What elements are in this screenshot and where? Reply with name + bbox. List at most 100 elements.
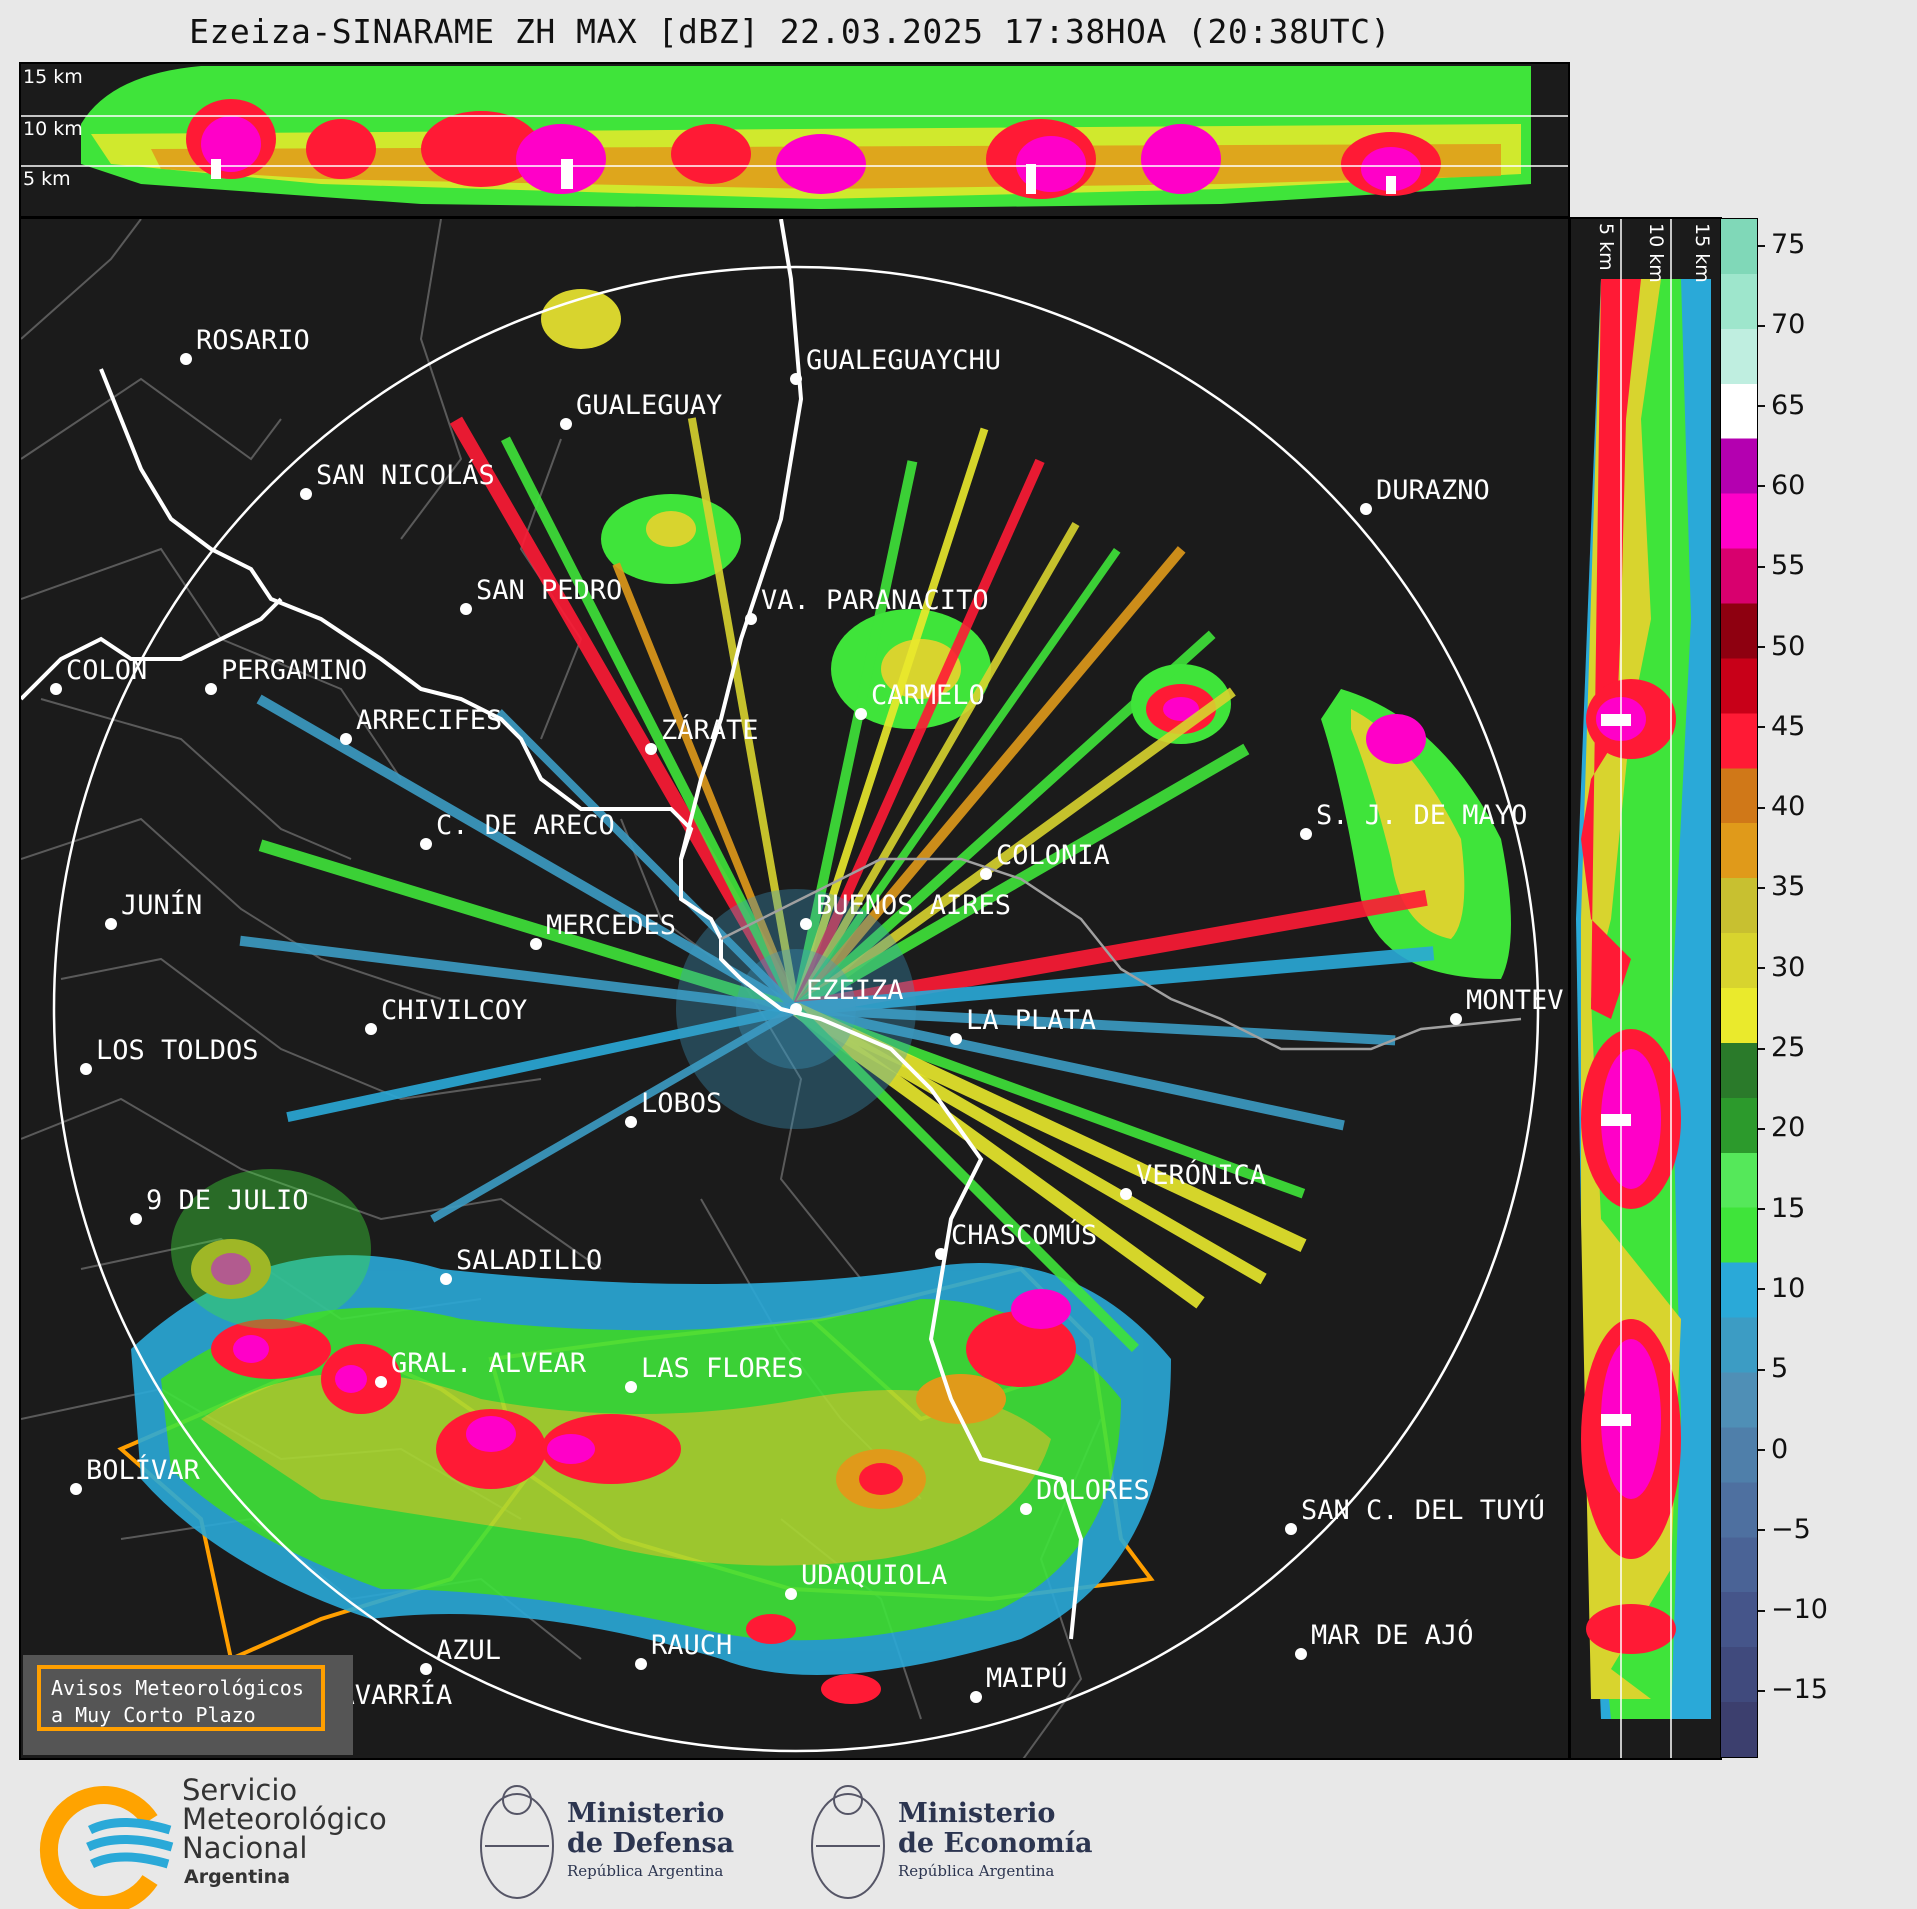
city-label: MERCEDES [546,910,676,941]
colorbar-tick: 20 [1758,1113,1805,1143]
city-lobos: LOBOS [625,1088,722,1128]
city-marker [340,733,352,745]
colorbar-tick-label: 25 [1771,1032,1806,1063]
city-label: GRAL. ALVEAR [391,1348,587,1379]
city-label: COLON [66,655,147,686]
city-san-c-del-tuyú: SAN C. DEL TUYÚ [1285,1494,1545,1535]
colorbar-tick-label: −10 [1771,1594,1828,1626]
city-label: AZUL [436,1635,501,1666]
city-label: VA. PARANACITO [761,585,989,616]
city-label: CARMELO [871,680,985,711]
city-marker [50,683,62,695]
city-san-nicolás: SAN NICOLÁS [300,459,495,500]
city-chivilcoy: CHIVILCOY [365,995,527,1035]
city-label: ZÁRATE [661,714,759,746]
radar-spokes [239,416,1435,1352]
city-marker [105,918,117,930]
city-marker [790,1003,802,1015]
city-azul: AZUL [420,1635,501,1675]
colorbar-tick: 30 [1758,951,1806,983]
city-label: MAIPÚ [986,1662,1067,1694]
city-arrecifes: ARRECIFES [340,705,502,745]
economia-line2: de Economía [898,1828,1093,1859]
radar-spoke [793,1002,1307,1253]
city-label: BUENOS AIRES [816,890,1011,921]
radar-spoke [791,460,918,1011]
colorbar-tick: 70 [1758,310,1805,340]
right-cross-section: 5 km 10 km 15 km [1569,217,1722,1760]
city-chascomús: CHASCOMÚS [935,1219,1097,1260]
colorbar-tick-label: 20 [1771,1112,1806,1144]
city-marker [980,868,992,880]
city-marker [205,683,217,695]
colorbar-tick: 65 [1758,389,1806,421]
colorbar-tick-label: 65 [1771,389,1806,421]
city-marker [70,1483,82,1495]
radar-spoke [258,839,798,1015]
colorbar-tick-label: 60 [1771,469,1806,501]
city-label: LOBOS [641,1088,722,1119]
radar-spoke [791,1003,1205,1309]
height-label-10km: 10 km [23,118,83,140]
defensa-line1: Ministerio [567,1798,725,1829]
city-label: CHIVILCOY [381,995,527,1026]
radar-spoke [430,1005,798,1223]
colorbar-tick: 75 [1758,230,1805,260]
city-label: ROSARIO [196,325,310,356]
city-marker [790,373,802,385]
colorbar-tick-label: 70 [1771,309,1806,341]
city-marker [130,1213,142,1225]
economia-line1: Ministerio [898,1798,1056,1829]
city-marker [785,1588,797,1600]
colorbar-tick: 50 [1758,631,1805,662]
city-dolores: DOLORES [1020,1475,1150,1515]
defensa-seal-icon [480,1785,554,1899]
city-marker [625,1116,637,1128]
city-marker [180,353,192,365]
city-label: DURAZNO [1376,475,1490,506]
radar-spoke [792,547,1121,1012]
city-label: SAN C. DEL TUYÚ [1301,1494,1545,1526]
city-marker [1020,1503,1032,1515]
top-cores [186,99,1441,199]
city-marker [420,838,432,850]
radar-spoke [612,562,800,1011]
footer-logos: Servicio Meteorológico Nacional Argentin… [0,1760,1917,1909]
city-label: MAR DE AJÓ [1311,1619,1474,1651]
colorbar-tick-label: 10 [1771,1272,1806,1304]
colorbar-tick: 5 [1758,1354,1788,1384]
radar-spoke [286,1004,798,1123]
radar-spoke [496,709,799,1012]
city-marker [460,603,472,615]
city-label: PERGAMINO [221,655,367,686]
city-s-j-de-mayo: S. J. DE MAYO [1300,800,1527,840]
radar-spoke [500,436,801,1012]
range-ring [52,265,1540,1753]
city-marker [1120,1188,1132,1200]
city-rauch: RAUCH [635,1630,732,1670]
city-marker [440,1273,452,1285]
city-label: RAUCH [651,1630,732,1661]
city-gualeguaychu: GUALEGUAYCHU [790,345,1001,385]
radar-spoke [794,1004,1306,1199]
colorbar-tick: 40 [1758,792,1805,822]
city-zárate: ZÁRATE [645,714,759,755]
vheight-label-5km: 5 km [1595,223,1617,271]
city-label: SAN PEDRO [476,575,622,606]
defensa-line3: República Argentina [567,1862,724,1880]
colorbar-tick-label: 0 [1771,1433,1789,1465]
colorbar-tick-label: 15 [1771,1192,1806,1224]
colorbar-tick-label: 30 [1771,951,1806,983]
city-label: ARRECIFES [356,705,502,736]
city-los-toldos: LOS TOLDOS [80,1035,259,1075]
city-layer: ROSARIO GUALEGUAYCHU GUALEGUAY SAN NICOLÁS D… [50,325,1564,1720]
economia-line3: República Argentina [898,1862,1055,1880]
city-marker [1360,503,1372,515]
city-buenos-aires: BUENOS AIRES [800,890,1011,930]
colorbar-tick-label: 35 [1771,871,1806,903]
radar-spoke [792,630,1216,1013]
radar-spoke [795,946,1435,1016]
city-marker [1295,1648,1307,1660]
city-san-pedro: SAN PEDRO [460,575,622,615]
colorbar-tick: 10 [1758,1272,1806,1304]
